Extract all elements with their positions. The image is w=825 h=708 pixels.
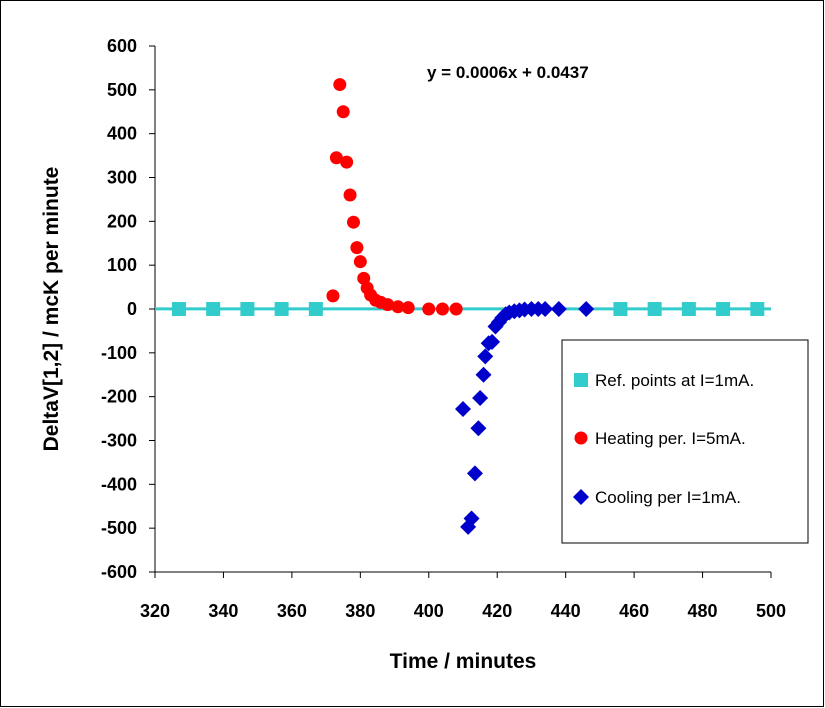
y-tick-label: 500 — [107, 80, 137, 100]
diamond-point — [463, 510, 480, 527]
diamond-point — [466, 465, 483, 482]
legend-label: Cooling per I=1mA. — [595, 488, 741, 507]
square-point — [613, 302, 628, 316]
circle-point — [435, 302, 449, 316]
diamond-point — [550, 301, 567, 317]
x-tick-label: 440 — [551, 601, 581, 621]
square-point — [171, 302, 186, 316]
y-tick-label: -300 — [101, 431, 137, 451]
diamond-point — [470, 420, 487, 437]
x-axis-ticks: 320 340 360 380 400 420 440 460 480 500 — [140, 572, 786, 621]
circle-point — [336, 105, 350, 119]
square-point — [647, 302, 662, 316]
x-tick-label: 360 — [277, 601, 307, 621]
legend-box — [561, 339, 809, 544]
square-point — [750, 302, 765, 316]
diamond-point — [455, 400, 471, 417]
y-tick-label: 300 — [107, 168, 137, 188]
legend-circle-icon — [574, 431, 588, 445]
circle-point — [329, 151, 343, 165]
square-point — [716, 302, 731, 316]
y-axis-ticks: 600 500 400 300 200 100 0 -100 -200 -300 -400 -500 -… — [101, 36, 155, 582]
y-tick-label: 100 — [107, 255, 137, 275]
square-point — [274, 302, 289, 316]
circle-point — [343, 188, 357, 202]
square-point — [240, 302, 255, 316]
x-tick-label: 400 — [414, 601, 444, 621]
y-axis-title: DeltaV[1,2] / mcK per minute — [40, 167, 63, 452]
circle-point — [340, 155, 354, 169]
x-axis-title: Time / minutes — [390, 650, 537, 673]
y-tick-label: 0 — [127, 299, 137, 319]
x-tick-label: 320 — [140, 601, 170, 621]
circle-point — [350, 241, 364, 255]
legend-diamond-icon — [573, 489, 589, 505]
legend: Ref. points at I=1mA. Heating per. I=5mA.… — [561, 339, 809, 544]
legend-label: Ref. points at I=1mA. — [595, 371, 754, 390]
y-tick-label: -600 — [101, 562, 137, 582]
y-tick-label: -400 — [101, 474, 137, 494]
y-tick-label: 200 — [107, 211, 137, 231]
circle-point — [381, 298, 395, 312]
y-tick-label: -200 — [101, 387, 137, 407]
y-tick-label: 600 — [107, 36, 137, 56]
y-tick-label: -100 — [101, 343, 137, 363]
trendline-equation: y = 0.0006x + 0.0437 — [427, 63, 589, 82]
circle-point — [326, 289, 340, 303]
x-tick-label: 460 — [619, 601, 649, 621]
circle-point — [391, 300, 405, 314]
circle-point — [353, 255, 367, 269]
square-point — [308, 302, 323, 316]
circle-point — [333, 78, 347, 92]
square-point — [206, 302, 221, 316]
y-tick-label: 400 — [107, 124, 137, 144]
x-tick-label: 500 — [756, 601, 786, 621]
diamond-point — [537, 301, 554, 317]
circle-point — [422, 302, 436, 316]
diamond-point — [472, 389, 489, 406]
square-point — [681, 302, 696, 316]
legend-label: Heating per. I=5mA. — [595, 429, 746, 448]
diamond-point — [578, 301, 595, 317]
diamond-point — [484, 333, 501, 350]
data-points — [171, 78, 765, 535]
y-tick-label: -500 — [101, 518, 137, 538]
x-tick-label: 480 — [688, 601, 718, 621]
diamond-point — [475, 366, 492, 383]
diamond-point — [477, 348, 494, 365]
circle-point — [449, 302, 463, 316]
series-circle — [326, 78, 463, 316]
circle-point — [401, 301, 415, 315]
x-tick-label: 420 — [482, 601, 512, 621]
circle-point — [346, 215, 360, 229]
legend-square-icon — [574, 373, 588, 387]
x-tick-label: 380 — [345, 601, 375, 621]
series-diamond — [455, 301, 595, 535]
x-tick-label: 340 — [208, 601, 238, 621]
series-square — [171, 302, 765, 316]
